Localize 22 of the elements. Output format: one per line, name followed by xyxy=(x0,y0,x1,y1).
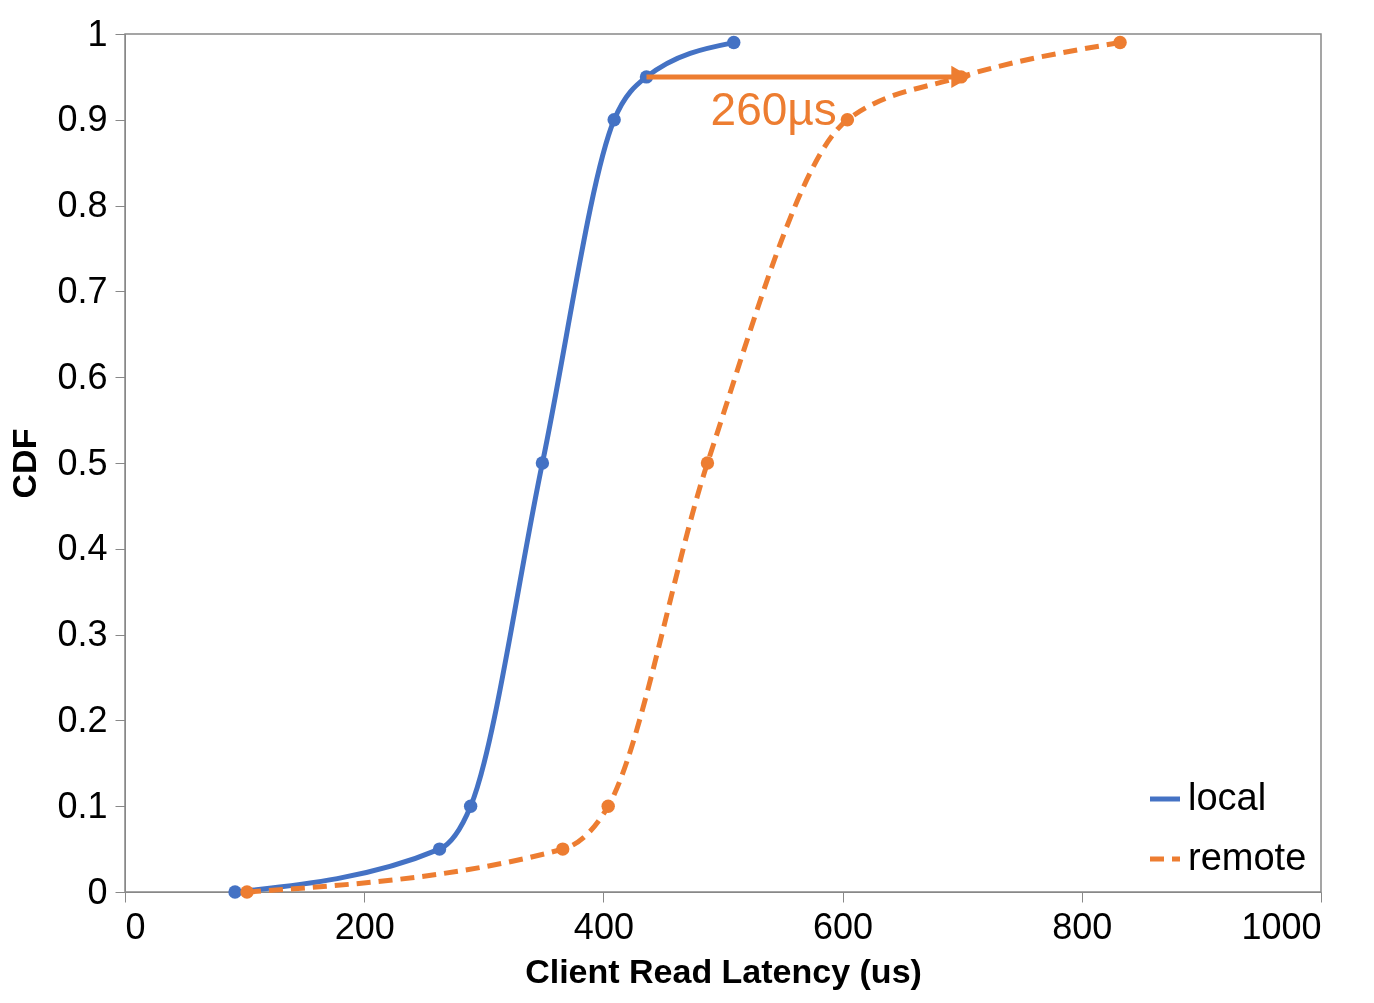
x-tick-label: 800 xyxy=(1052,905,1113,947)
legend-label: remote xyxy=(1188,836,1307,878)
y-tick-label: 0.4 xyxy=(57,527,108,569)
y-tick-label: 0.9 xyxy=(57,98,108,140)
x-tick-label: 200 xyxy=(334,905,395,947)
y-tick-label: 0.2 xyxy=(57,698,108,740)
y-axis-title: CDF xyxy=(5,428,44,499)
y-tick-label: 0.8 xyxy=(57,184,108,226)
legend-label: local xyxy=(1188,776,1267,818)
y-tick-label: 0 xyxy=(87,870,108,912)
x-tick-label: 600 xyxy=(813,905,874,947)
annotation: 260µs xyxy=(710,82,837,135)
y-tick-label: 0.1 xyxy=(57,784,108,826)
y-tick-label: 0.3 xyxy=(57,613,108,655)
y-tick-label: 1 xyxy=(87,12,108,54)
x-tick-label: 0 xyxy=(125,905,146,947)
y-tick-label: 0.7 xyxy=(57,269,108,311)
x-tick-label: 400 xyxy=(573,905,634,947)
x-axis-title: Client Read Latency (us) xyxy=(525,951,922,990)
x-tick-label: 1000 xyxy=(1241,905,1322,947)
y-tick-label: 0.6 xyxy=(57,355,108,397)
y-tick-label: 0.5 xyxy=(57,441,108,483)
